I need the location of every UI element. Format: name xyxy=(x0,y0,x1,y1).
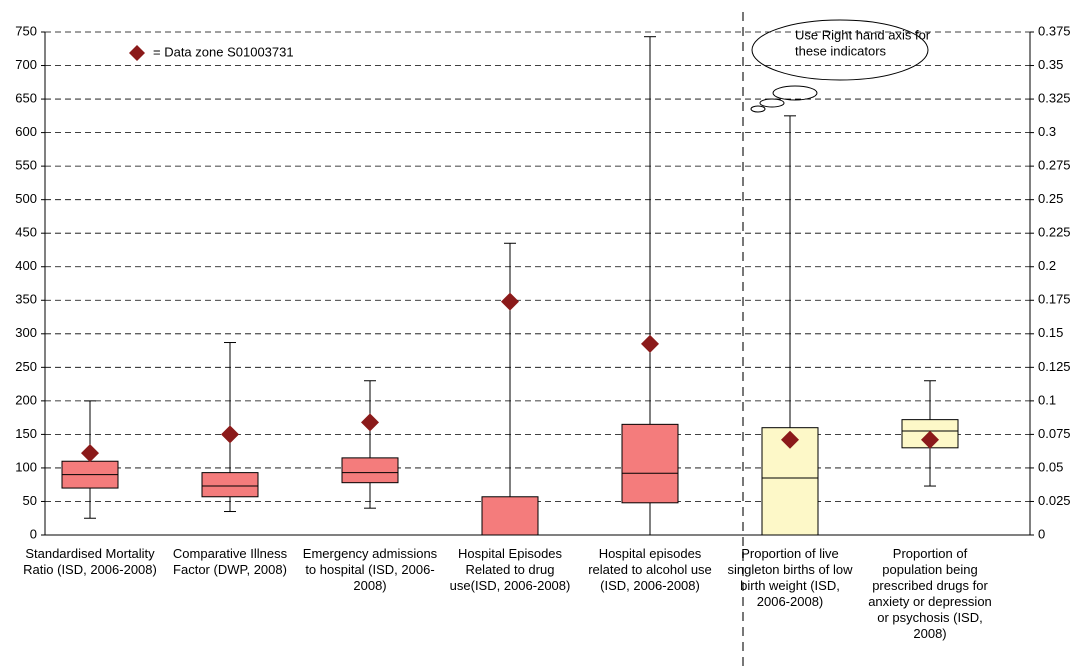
legend-marker xyxy=(129,45,145,61)
y-tick-label: 350 xyxy=(15,292,37,307)
y-tick-label: 300 xyxy=(15,325,37,340)
y-tick-label: 500 xyxy=(15,191,37,206)
y2-tick-label: 0 xyxy=(1038,526,1045,541)
annotation: these indicators xyxy=(795,43,887,58)
y-tick-label: 0 xyxy=(30,526,37,541)
y-tick-label: 650 xyxy=(15,91,37,106)
x-tick-label: Hospital episodes related to alcohol use… xyxy=(588,546,712,593)
marker xyxy=(221,425,239,444)
callout-cloud xyxy=(750,19,929,113)
y-tick-label: 700 xyxy=(15,57,37,72)
y-tick-label: 550 xyxy=(15,158,37,173)
y2-tick-label: 0.075 xyxy=(1038,426,1071,441)
y-tick-label: 200 xyxy=(15,392,37,407)
y2-tick-label: 0.225 xyxy=(1038,225,1071,240)
box xyxy=(621,423,679,504)
y-tick-label: 100 xyxy=(15,459,37,474)
marker xyxy=(81,444,99,463)
annotation: Use Right hand axis for xyxy=(795,27,931,42)
y-tick-label: 150 xyxy=(15,426,37,441)
y2-tick-label: 0.05 xyxy=(1038,459,1063,474)
box xyxy=(341,457,399,484)
legend-label: = Data zone S01003731 xyxy=(153,44,294,59)
y2-tick-label: 0.125 xyxy=(1038,359,1071,374)
y-tick-label: 50 xyxy=(23,493,37,508)
marker xyxy=(921,430,939,449)
y2-tick-label: 0.35 xyxy=(1038,57,1063,72)
x-tick-label: Proportion of population being prescribe… xyxy=(868,546,992,641)
y2-tick-label: 0.275 xyxy=(1038,158,1071,173)
x-tick-label: Standardised Mortality Ratio (ISD, 2006-… xyxy=(23,546,157,577)
x-tick-label: Comparative Illness Factor (DWP, 2008) xyxy=(172,546,288,577)
y2-tick-label: 0.2 xyxy=(1038,258,1056,273)
marker xyxy=(361,413,379,432)
y2-tick-label: 0.25 xyxy=(1038,191,1063,206)
x-tick-label: Emergency admissions to hospital (ISD, 2… xyxy=(302,546,438,593)
y-tick-label: 400 xyxy=(15,258,37,273)
y-tick-label: 600 xyxy=(15,124,37,139)
y2-tick-label: 0.3 xyxy=(1038,124,1056,139)
x-tick-label: Hospital Episodes Related to drug use(IS… xyxy=(449,546,571,593)
y-tick-label: 450 xyxy=(15,225,37,240)
box xyxy=(201,472,259,498)
y2-tick-label: 0.375 xyxy=(1038,23,1071,38)
marker xyxy=(641,334,659,353)
box xyxy=(481,496,539,536)
y2-tick-label: 0.175 xyxy=(1038,292,1071,307)
y-tick-label: 250 xyxy=(15,359,37,374)
y2-tick-label: 0.325 xyxy=(1038,91,1071,106)
y2-tick-label: 0.1 xyxy=(1038,392,1056,407)
y2-tick-label: 0.025 xyxy=(1038,493,1071,508)
marker xyxy=(501,292,519,311)
y-tick-label: 750 xyxy=(15,23,37,38)
y2-tick-label: 0.15 xyxy=(1038,325,1063,340)
x-tick-label: Proportion of live singleton births of l… xyxy=(727,546,853,609)
marker xyxy=(781,430,799,449)
